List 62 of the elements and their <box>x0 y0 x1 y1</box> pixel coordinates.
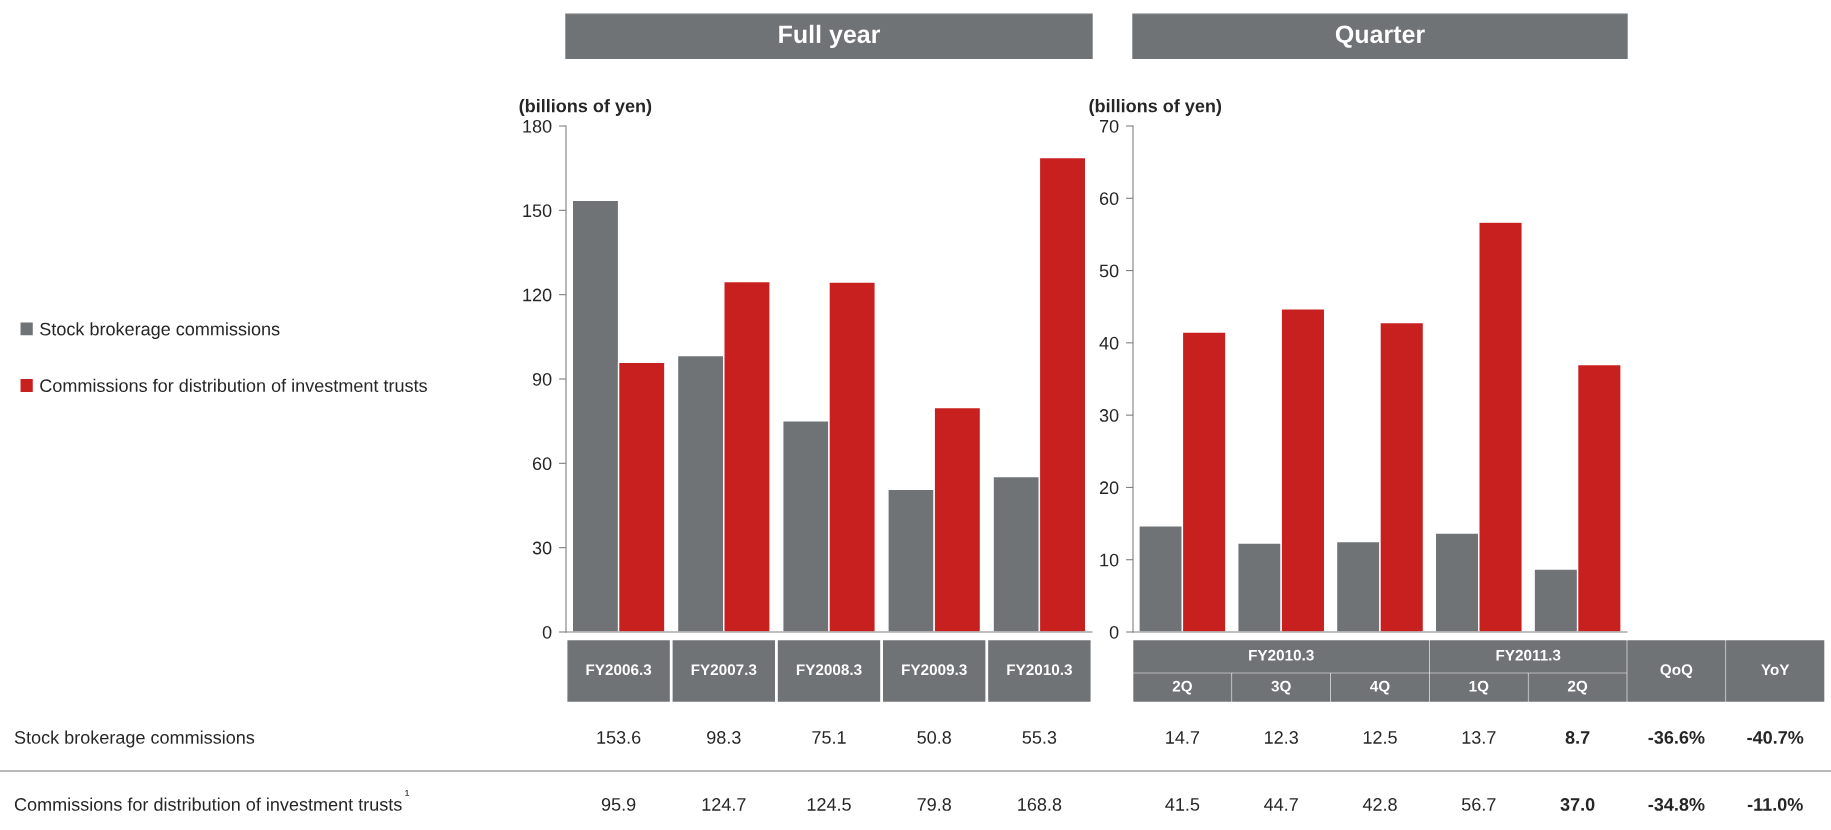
x-tick-label: 2Q <box>1172 680 1192 695</box>
x-tick-label: FY2009.3 <box>902 664 967 676</box>
data-label: 124.5 <box>807 798 851 811</box>
text: -11.0% <box>1747 798 1803 811</box>
y-tick-label: 70 <box>1099 119 1119 133</box>
data-label: 55.3 <box>1022 731 1057 744</box>
data-label: 79.8 <box>917 798 951 811</box>
x-tick-label: 2Q <box>1567 680 1588 695</box>
data-label: 12.5 <box>1363 731 1397 744</box>
y-axis-title: (billions of yen) <box>519 99 652 116</box>
data-label: 98.3 <box>707 731 741 744</box>
x-tick-label: 1Q <box>1469 680 1489 695</box>
text: FY2010.3 <box>1249 649 1314 661</box>
data-label: 56.7 <box>1461 798 1496 811</box>
data-label: 37.0 <box>1560 798 1595 811</box>
x-tick-label: FY2007.3 <box>691 664 757 676</box>
y-tick-label: 180 <box>523 119 552 133</box>
x-tick-label: FY2006.3 <box>586 664 652 676</box>
y-tick-label: 60 <box>532 457 552 471</box>
y-axis-title: (billions of yen) <box>1089 99 1222 116</box>
data-label: 168.8 <box>1018 798 1062 811</box>
y-tick-label: 0 <box>1109 625 1119 639</box>
legend-label: Commissions for distribution of investment trusts <box>40 378 427 393</box>
y-tick-label: 30 <box>532 541 552 555</box>
chart-title: Quarter <box>1335 25 1425 48</box>
text: -36.6% <box>1648 731 1705 744</box>
data-label: 8.7 <box>1565 731 1590 744</box>
data-label: 12.3 <box>1265 731 1298 744</box>
data-label: 41.5 <box>1165 798 1200 811</box>
x-tick-label: FY2008.3 <box>796 664 862 676</box>
data-label: 124.7 <box>702 798 746 811</box>
text: ¹ <box>405 790 410 796</box>
text: -40.7% <box>1747 731 1804 744</box>
y-tick-label: 30 <box>1099 409 1119 422</box>
data-label: 44.7 <box>1264 798 1298 811</box>
y-tick-label: 120 <box>523 288 552 302</box>
data-label: 153.6 <box>597 731 641 744</box>
text: QoQ <box>1660 664 1693 678</box>
data-label: 42.8 <box>1362 798 1397 811</box>
text: Commissions for distribution of investment trusts <box>14 797 402 811</box>
data-label: 50.8 <box>917 731 951 744</box>
y-tick-label: 10 <box>1100 553 1119 567</box>
y-tick-label: 20 <box>1099 481 1119 495</box>
data-label: 14.7 <box>1166 731 1200 744</box>
data-label: 95.9 <box>601 798 636 811</box>
y-tick-label: 150 <box>523 204 552 218</box>
x-tick-label: 3Q <box>1271 680 1291 695</box>
text: Stock brokerage commissions <box>14 730 255 748</box>
y-tick-label: 50 <box>1099 264 1119 278</box>
data-label: 75.1 <box>812 731 846 744</box>
y-tick-label: 90 <box>532 372 552 386</box>
x-tick-label: 4Q <box>1370 680 1390 695</box>
text: FY2011.3 <box>1496 649 1561 661</box>
legend-label: Stock brokerage commissions <box>40 322 280 340</box>
y-tick-label: 0 <box>542 625 552 639</box>
text: -34.8% <box>1648 798 1705 811</box>
chart-title: Full year <box>779 24 881 49</box>
text: YoY <box>1761 664 1790 676</box>
data-label: 13.7 <box>1462 731 1496 744</box>
x-tick-label: FY2010.3 <box>1007 664 1072 676</box>
y-tick-label: 60 <box>1099 192 1119 206</box>
y-tick-label: 40 <box>1099 336 1119 350</box>
